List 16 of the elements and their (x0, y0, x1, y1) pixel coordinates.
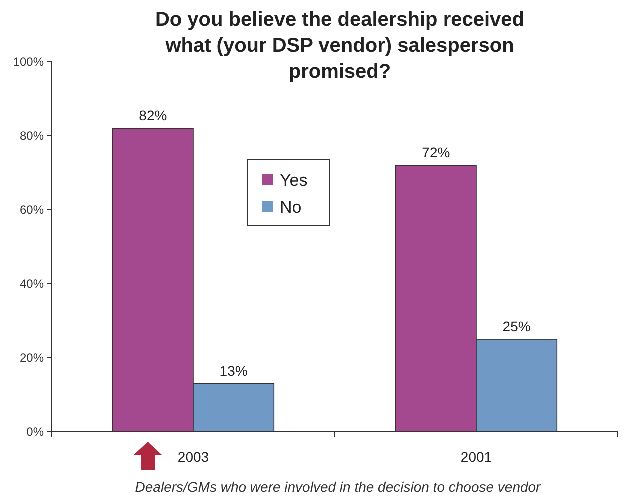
data-label: 72% (422, 144, 450, 161)
y-tick-label: 100% (13, 55, 44, 70)
chart-title: Do you believe the dealership received what (your DSP vendor) salesperson promised? (155, 9, 525, 83)
y-tick-label: 60% (20, 203, 44, 218)
data-label: 25% (502, 318, 531, 334)
legend-label: No (280, 198, 302, 217)
y-tick-label: 80% (20, 129, 44, 144)
y-tick-label: 20% (20, 351, 44, 366)
y-tick-label: 0% (26, 425, 44, 440)
data-label: 13% (220, 362, 248, 379)
data-label: 82% (139, 108, 168, 124)
y-tick-label: 40% (20, 277, 44, 292)
text: Dealers/GMs who were involved in the decision to choose vendor (135, 479, 542, 495)
legend-label: Yes (280, 170, 308, 190)
x-tick-label: 2003 (178, 449, 210, 465)
x-tick-label: 2001 (460, 449, 492, 465)
